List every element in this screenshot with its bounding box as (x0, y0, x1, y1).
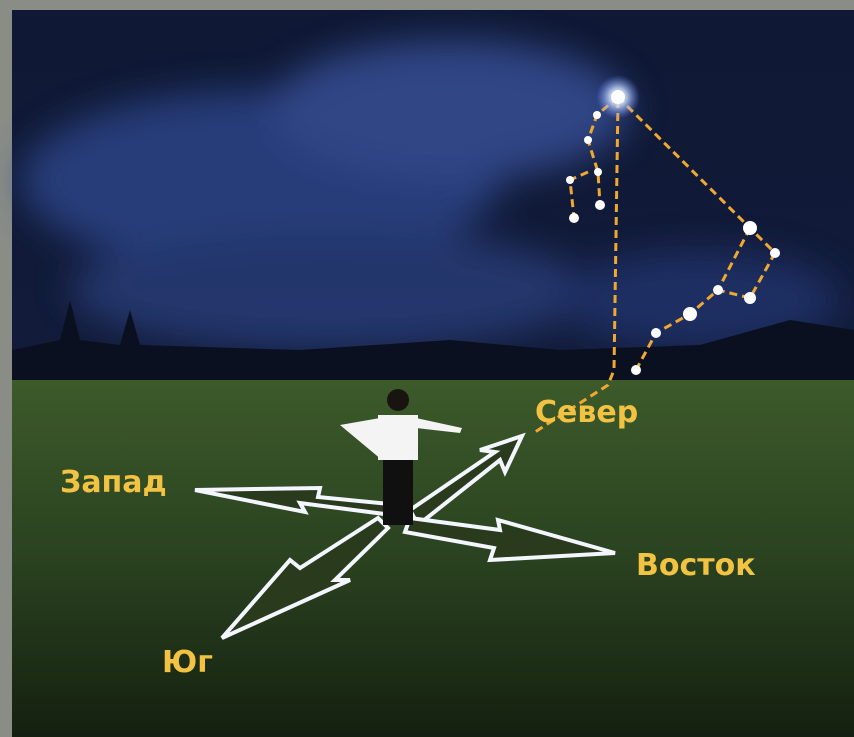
label-west: Запад (60, 465, 167, 500)
label-east: Восток (636, 548, 756, 583)
label-south: Юг (162, 645, 213, 680)
illustration: Север Запад Восток Юг (0, 0, 854, 737)
label-north: Север (535, 395, 638, 430)
